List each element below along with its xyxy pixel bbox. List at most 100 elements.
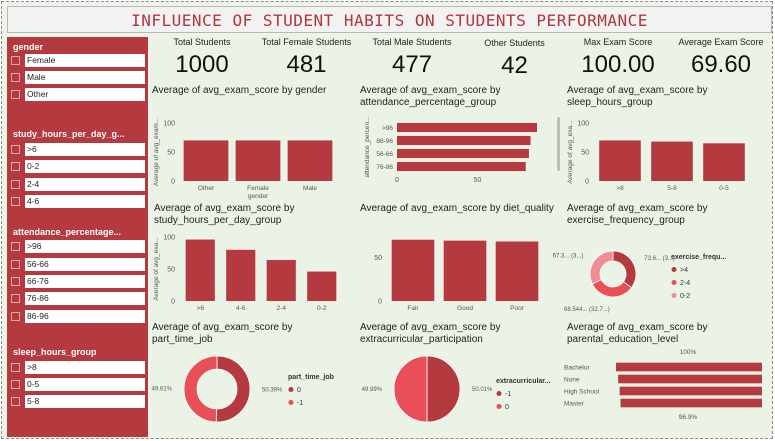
bar (397, 148, 529, 159)
slicer-item-att-76-86[interactable]: 76-86 (11, 292, 145, 305)
tick-label-y: 76-86 (376, 164, 393, 171)
chart-sleep[interactable]: Average of avg_exa... 0 50 100 >8 5-8 0-5 (564, 109, 769, 201)
kpi-other-students: Other Students 42 (467, 38, 562, 80)
slicer-item-study-2-4[interactable]: 2-4 (11, 178, 145, 191)
pie-slice (426, 355, 461, 423)
legend-swatch (496, 391, 502, 396)
slicer-item-sleep-gt8[interactable]: >8 (11, 361, 145, 374)
legend-label: 0 (505, 404, 509, 411)
checkbox[interactable] (11, 397, 20, 406)
slicer-item-label: 86-96 (25, 310, 145, 323)
slicer-item-att-gt96[interactable]: >96 (11, 240, 145, 253)
slicer-item-study-0-2[interactable]: 0-2 (11, 160, 145, 173)
slicer-item-label: 0-2 (25, 160, 145, 173)
kpi-label: Total Male Students (372, 37, 452, 47)
slicer-title-gender: gender (13, 42, 44, 52)
tick-label-x: Poor (510, 305, 525, 312)
bar (397, 135, 531, 146)
slicer-item-att-86-96[interactable]: 86-96 (11, 310, 145, 323)
legend-label: 0 (297, 387, 301, 394)
bar (185, 239, 215, 301)
slicer-item-study-gt6[interactable]: >6 (11, 143, 145, 156)
checkbox[interactable] (11, 90, 20, 99)
checkbox[interactable] (11, 312, 20, 321)
tick-label-x: 5-8 (667, 185, 677, 192)
bar (616, 362, 762, 372)
tick-label-x: 50 (474, 177, 482, 184)
slicer-item-att-56-66[interactable]: 56-66 (11, 258, 145, 271)
checkbox[interactable] (11, 363, 20, 372)
tick-label-y: 0 (171, 179, 175, 186)
slicer-item-label: 2-4 (25, 178, 145, 191)
slicer-item-att-66-76[interactable]: 66-76 (11, 275, 145, 288)
checkbox[interactable] (11, 145, 20, 154)
slicer-item-label: >96 (25, 240, 145, 253)
kpi-value: 481 (286, 51, 327, 78)
checkbox[interactable] (11, 294, 20, 303)
slicer-item-sleep-0-5[interactable]: 0-5 (11, 378, 145, 391)
checkbox[interactable] (11, 162, 20, 171)
chart-parental[interactable]: 100% Bachelor None High School Master 96.9% (564, 307, 769, 425)
checkbox[interactable] (11, 260, 20, 269)
chart-attendance[interactable]: attendance_percen... >96 86-96 56-66 76-860 5… (357, 109, 562, 201)
chart-part-time[interactable]: 50.39% 49.61% part_time_job 0 -1 (150, 347, 355, 435)
checkbox[interactable] (11, 73, 20, 82)
checkbox[interactable] (11, 197, 20, 206)
tick-label-x: >8 (616, 185, 624, 192)
tick-label-x: Fair (407, 305, 419, 312)
bar (703, 143, 745, 181)
bar (235, 140, 281, 181)
main-canvas: Total Students 1000 Total Female Students… (150, 37, 772, 437)
checkbox[interactable] (11, 242, 20, 251)
axis-title-y: attendance_percen... (364, 116, 371, 177)
chart-title-attendance: Average of avg_exam_score by attendance_… (360, 85, 501, 108)
checkbox[interactable] (11, 180, 20, 189)
bar (619, 386, 762, 396)
data-label: 49.61% (152, 386, 173, 392)
tick-label-x: Good (457, 305, 473, 312)
tick-label-y: 50 (581, 150, 589, 157)
bar (495, 241, 539, 301)
kpi-value: 1000 (175, 51, 229, 78)
tick-label-x: Female (247, 185, 269, 192)
chart-diet[interactable]: 0 50 Fair Good Poor (357, 229, 562, 321)
legend-label: >4 (680, 267, 688, 274)
slicer-item-sleep-5-8[interactable]: 5-8 (11, 395, 145, 408)
slicer-item-other[interactable]: Other (11, 88, 145, 101)
checkbox[interactable] (11, 56, 20, 65)
bar (226, 249, 256, 301)
checkbox[interactable] (11, 277, 20, 286)
tick-label-y: 100 (163, 121, 175, 128)
chart-exercise[interactable]: 73.6... (3...) 68.544... (32.7...) 67.3...… (553, 229, 769, 321)
chart-extracurricular[interactable]: 50.01% 49.99% extracurricular... -1 0 (357, 347, 562, 435)
kpi-female-students: Total Female Students 481 (254, 37, 359, 79)
kpi-label: Max Exam Score (583, 37, 653, 47)
slicer-item-female[interactable]: Female (11, 54, 145, 67)
tick-label-y: 100 (163, 235, 175, 242)
tick-label-y: 50 (374, 255, 382, 262)
legend-swatch (671, 293, 677, 298)
bar (391, 239, 435, 301)
slicer-item-male[interactable]: Male (11, 71, 145, 84)
bar (266, 260, 296, 301)
legend-swatch (288, 387, 294, 392)
axis-title-y: Average of avg_exa... (567, 120, 574, 183)
pie-slice (215, 355, 251, 423)
data-label: 50.39% (262, 388, 283, 394)
chart-gender[interactable]: Average of avg_exam... 0 50 100 Other Female M… (150, 109, 355, 201)
slicer-item-label: >8 (25, 361, 145, 374)
bar (443, 240, 487, 301)
bar (618, 374, 762, 384)
pie-slice (589, 250, 614, 285)
pie-slice (183, 355, 218, 423)
checkbox[interactable] (11, 380, 20, 389)
title-bar: INFLUENCE OF STUDENT HABITS ON STUDENTS … (7, 6, 772, 33)
slicer-item-study-4-6[interactable]: 4-6 (11, 195, 145, 208)
bar (183, 140, 229, 181)
chart-study[interactable]: Average of avg_exa... 0 50 100 >6 4-6 2-4 0-2 (150, 229, 355, 321)
slicer-item-label: Female (25, 54, 145, 67)
chart-title-gender: Average of avg_exam_score by gender (152, 85, 327, 96)
axis-title-y: Average of avg_exam... (153, 118, 160, 187)
kpi-value: 477 (391, 51, 433, 78)
